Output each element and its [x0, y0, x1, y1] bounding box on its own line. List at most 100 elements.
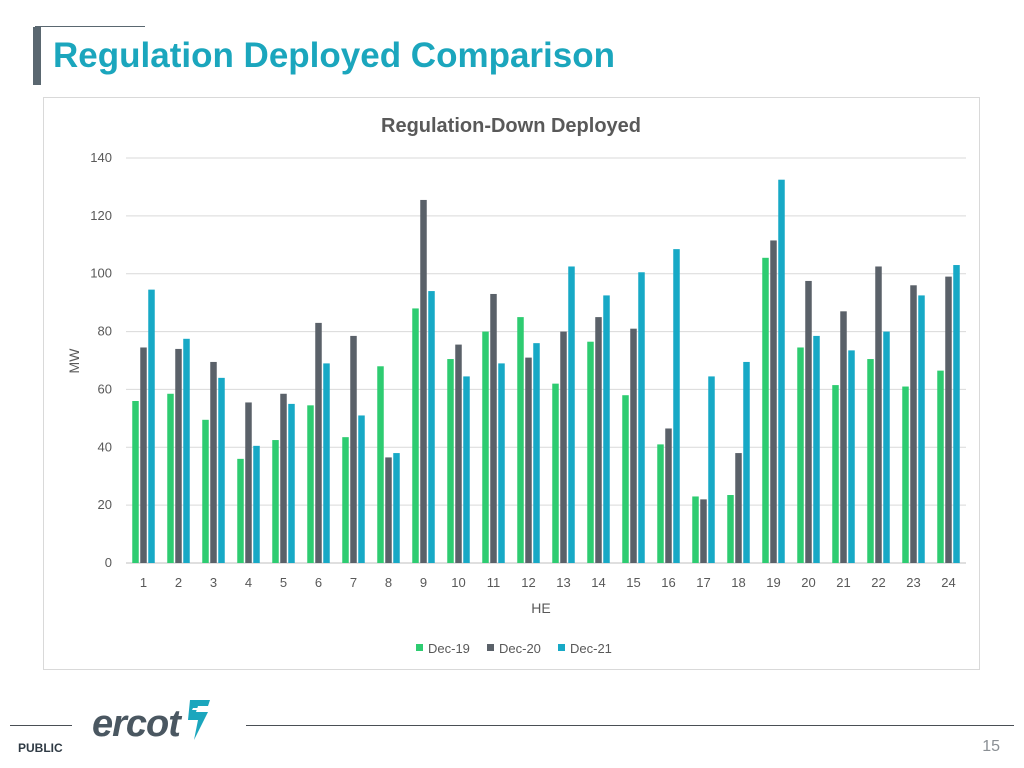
page-number: 15 [982, 738, 1000, 755]
legend-swatch-dec-21 [558, 644, 565, 651]
gridlines [126, 157, 966, 564]
bar-dec-19-he17 [692, 496, 699, 563]
bar-dec-21-he6 [323, 363, 330, 563]
y-tick-label: 120 [90, 208, 112, 223]
bar-dec-21-he17 [708, 376, 715, 563]
title-accent-bar [33, 27, 41, 85]
bar-dec-19-he22 [867, 359, 874, 563]
bar-dec-20-he9 [420, 199, 427, 564]
bar-dec-20-he19 [770, 240, 777, 564]
bar-dec-19-he18 [727, 495, 734, 563]
bar-dec-21-he13 [568, 266, 575, 563]
bar-dec-20-he4 [245, 402, 252, 563]
bar-dec-20-he11 [490, 293, 497, 563]
bar-dec-21-he22 [883, 331, 890, 563]
x-tick-label: 24 [941, 575, 955, 590]
bar-dec-20-he24 [945, 276, 952, 563]
y-tick-label: 40 [98, 439, 112, 454]
y-tick-label: 80 [98, 324, 112, 339]
bar-dec-19-he6 [307, 405, 314, 563]
bar-dec-21-he11 [498, 363, 505, 563]
bar-dec-19-he24 [937, 370, 944, 563]
bar-dec-20-he5 [280, 393, 287, 563]
bar-dec-21-he21 [848, 350, 855, 563]
bar-dec-19-he9 [412, 308, 419, 563]
x-tick-label: 8 [385, 575, 392, 590]
footer-divider-right [246, 725, 1014, 726]
x-tick-label: 6 [315, 575, 322, 590]
legend-label-dec-21: Dec-21 [570, 641, 612, 656]
bar-dec-21-he14 [603, 295, 610, 563]
bar-dec-20-he17 [700, 499, 707, 563]
bar-dec-20-he14 [595, 317, 602, 563]
x-tick-label: 1 [140, 575, 147, 590]
y-tick-label: 140 [90, 150, 112, 165]
x-tick-label: 15 [626, 575, 640, 590]
x-tick-label: 3 [210, 575, 217, 590]
bar-dec-19-he3 [202, 419, 209, 563]
slide-title: Regulation Deployed Comparison [53, 36, 615, 75]
x-tick-label: 21 [836, 575, 850, 590]
bar-dec-21-he15 [638, 272, 645, 563]
bar-dec-19-he12 [517, 317, 524, 563]
bar-dec-21-he23 [918, 295, 925, 563]
bar-dec-21-he3 [218, 377, 225, 563]
logo-wordmark: ercot [92, 702, 181, 745]
bar-dec-21-he10 [463, 376, 470, 563]
x-tick-label: 9 [420, 575, 427, 590]
bar-dec-20-he21 [840, 311, 847, 563]
ercot-logo: ercot [92, 700, 214, 747]
bar-dec-20-he20 [805, 280, 812, 563]
bar-dec-19-he8 [377, 366, 384, 563]
x-tick-label: 20 [801, 575, 815, 590]
bar-dec-21-he8 [393, 453, 400, 563]
bar-dec-21-he4 [253, 445, 260, 563]
y-axis-label: MW [66, 348, 82, 374]
chart-title: Regulation-Down Deployed [381, 115, 641, 137]
bar-dec-21-he18 [743, 361, 750, 563]
legend-swatch-dec-19 [416, 644, 423, 651]
x-tick-label: 4 [245, 575, 252, 590]
chart-frame: Regulation-Down Deployed 0 20 40 60 80 100 120… [43, 97, 980, 670]
texas-bolt-icon [184, 698, 214, 747]
bar-dec-19-he1 [132, 401, 139, 563]
chart-svg: Regulation-Down Deployed 020406080100120… [66, 115, 966, 656]
bar-dec-20-he3 [210, 361, 217, 563]
bar-dec-21-he2 [183, 338, 190, 563]
bar-dec-20-he15 [630, 328, 637, 563]
bar-dec-21-he1 [148, 289, 155, 563]
bar-dec-19-he19 [762, 257, 769, 563]
bar-dec-19-he15 [622, 395, 629, 563]
bar-dec-19-he11 [482, 331, 489, 563]
x-tick-label: 2 [175, 575, 182, 590]
bar-dec-20-he10 [455, 344, 462, 563]
bar-dec-21-he5 [288, 403, 295, 563]
y-tick-label: 60 [98, 381, 112, 396]
classification-label: PUBLIC [18, 741, 63, 755]
x-tick-label: 11 [487, 575, 501, 590]
bar-dec-20-he22 [875, 266, 882, 563]
bar-dec-20-he2 [175, 348, 182, 563]
bar-dec-21-he7 [358, 415, 365, 563]
bar-dec-20-he8 [385, 457, 392, 563]
bar-dec-19-he10 [447, 359, 454, 563]
title-top-rule [35, 26, 145, 27]
bar-dec-20-he12 [525, 357, 532, 563]
x-tick-label: 10 [451, 575, 465, 590]
bar-dec-19-he7 [342, 437, 349, 563]
legend-label-dec-20: Dec-20 [499, 641, 541, 656]
bar-dec-19-he21 [832, 385, 839, 563]
x-tick-label: 5 [280, 575, 287, 590]
y-tick-label: 20 [98, 497, 112, 512]
bar-dec-20-he18 [735, 453, 742, 563]
x-axis-label: HE [531, 600, 550, 616]
x-tick-label: 23 [906, 575, 920, 590]
bar-dec-20-he16 [665, 428, 672, 563]
bar-dec-19-he23 [902, 386, 909, 563]
bar-dec-21-he19 [778, 179, 785, 564]
x-tick-label: 14 [591, 575, 605, 590]
x-tick-label: 22 [871, 575, 885, 590]
legend-swatch-dec-20 [487, 644, 494, 651]
y-tick-label: 0 [105, 555, 112, 570]
x-tick-label: 12 [521, 575, 535, 590]
